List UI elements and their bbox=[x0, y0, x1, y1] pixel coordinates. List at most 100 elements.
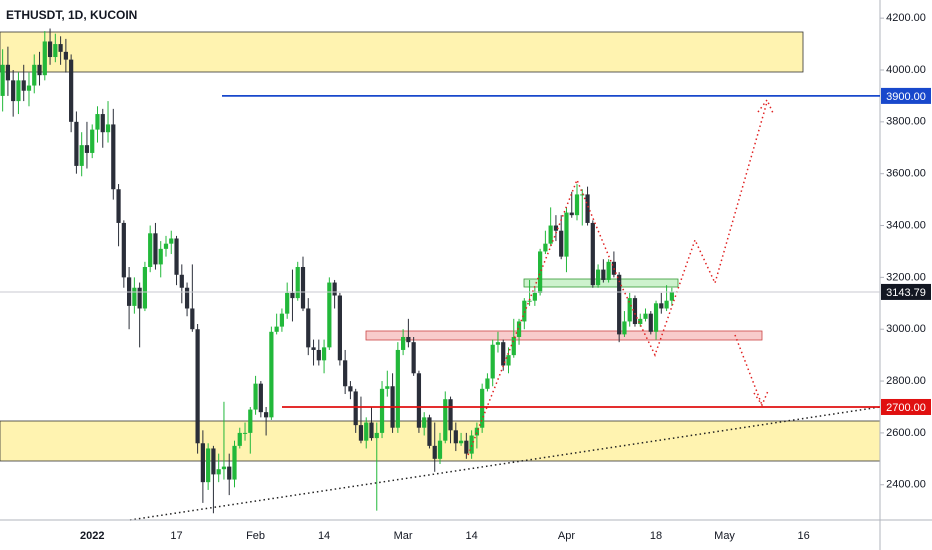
candle-body bbox=[659, 303, 664, 309]
candle-body bbox=[464, 440, 469, 454]
candle-body bbox=[90, 129, 95, 153]
candle-body bbox=[527, 300, 532, 302]
candle-body bbox=[21, 80, 26, 91]
candle-body bbox=[142, 266, 148, 309]
candle-body bbox=[295, 266, 300, 299]
candle-body bbox=[548, 225, 553, 244]
y-tick-label: 2400.00 bbox=[886, 479, 926, 491]
candle-body bbox=[343, 360, 348, 387]
x-tick-label: Apr bbox=[558, 530, 575, 542]
candle-body bbox=[595, 269, 601, 286]
candle-body bbox=[216, 469, 221, 475]
candle-body bbox=[0, 64, 5, 96]
candle-body bbox=[237, 432, 242, 446]
candle-body bbox=[532, 292, 537, 301]
candle-body bbox=[279, 313, 285, 327]
candle-body bbox=[480, 388, 485, 428]
candle-body bbox=[79, 145, 84, 166]
candle-body bbox=[37, 64, 42, 76]
candle-body bbox=[453, 430, 458, 444]
candle-body bbox=[353, 391, 358, 426]
candle-body bbox=[411, 342, 416, 374]
candle-body bbox=[290, 292, 295, 299]
candle-body bbox=[105, 124, 111, 133]
level-label: 2700.00 bbox=[886, 402, 926, 414]
candle-body bbox=[232, 445, 237, 480]
candle-body bbox=[669, 291, 674, 301]
y-tick-label: 3800.00 bbox=[886, 116, 926, 128]
level-tag bbox=[881, 87, 931, 104]
candle-body bbox=[448, 399, 453, 431]
candle-body bbox=[137, 287, 142, 309]
candle-body bbox=[427, 417, 432, 446]
candle-body bbox=[648, 313, 653, 332]
candle-body bbox=[153, 233, 158, 265]
candle-body bbox=[227, 466, 232, 480]
candle-body bbox=[274, 326, 279, 332]
marks bbox=[0, 28, 674, 514]
candle-body bbox=[163, 243, 169, 249]
candle-body bbox=[638, 318, 643, 325]
candle-body bbox=[327, 282, 332, 348]
candle-body bbox=[63, 51, 68, 60]
candle-body bbox=[200, 443, 205, 483]
candle-body bbox=[490, 344, 495, 379]
x-tick-label: 17 bbox=[170, 530, 182, 542]
candle-body bbox=[622, 321, 627, 335]
candle-body bbox=[422, 417, 427, 428]
candle-body bbox=[543, 243, 548, 252]
candle-body bbox=[285, 292, 290, 314]
candle-body bbox=[58, 44, 63, 52]
x-tick-label: 2022 bbox=[80, 530, 104, 542]
candle-body bbox=[32, 64, 37, 86]
candle-body bbox=[195, 329, 200, 444]
candle-body bbox=[206, 448, 211, 483]
candle-body bbox=[311, 347, 316, 350]
candle-body bbox=[84, 145, 90, 153]
candle-body bbox=[574, 194, 580, 216]
supply-zone bbox=[0, 31, 804, 73]
candle-body bbox=[511, 336, 516, 356]
candle-body bbox=[406, 336, 411, 343]
level-tag bbox=[881, 398, 931, 415]
arrow-up bbox=[757, 98, 774, 114]
candle-body bbox=[26, 85, 32, 91]
candle-body bbox=[116, 189, 121, 223]
candle-body bbox=[358, 425, 364, 441]
y-tick-label: 3600.00 bbox=[886, 168, 926, 180]
candle-body bbox=[11, 80, 16, 102]
candle-body bbox=[559, 230, 564, 257]
candle-body bbox=[42, 41, 47, 76]
candle-body bbox=[211, 448, 216, 475]
candle-body bbox=[374, 432, 379, 439]
candle-body bbox=[485, 378, 490, 389]
arrow-down bbox=[753, 390, 769, 407]
candle-body bbox=[121, 222, 126, 278]
candle-body bbox=[516, 321, 522, 337]
y-tick-label: 3200.00 bbox=[886, 271, 926, 283]
candle-body bbox=[653, 303, 659, 332]
candle-body bbox=[379, 388, 385, 433]
projection-up bbox=[467, 101, 768, 456]
candle-body bbox=[132, 287, 137, 306]
x-tick-label: 14 bbox=[465, 530, 477, 542]
candle-body bbox=[553, 225, 559, 231]
x-tick-label: May bbox=[714, 530, 735, 542]
x-tick-label: Mar bbox=[394, 530, 413, 542]
candle-body bbox=[506, 355, 511, 366]
x-tick-label: 16 bbox=[797, 530, 809, 542]
candle-body bbox=[617, 274, 622, 335]
candle-body bbox=[364, 422, 369, 441]
candle-body bbox=[95, 114, 100, 130]
x-tick-label: 14 bbox=[318, 530, 330, 542]
candle-body bbox=[190, 308, 195, 330]
y-tick-label: 3400.00 bbox=[886, 219, 926, 231]
candle-body bbox=[643, 313, 648, 319]
y-tick-label: 4000.00 bbox=[886, 64, 926, 76]
candle-body bbox=[332, 282, 337, 296]
y-tick-label: 2600.00 bbox=[886, 427, 926, 439]
candle-body bbox=[443, 399, 448, 441]
candle-body bbox=[5, 64, 11, 81]
candle-body bbox=[74, 121, 79, 166]
